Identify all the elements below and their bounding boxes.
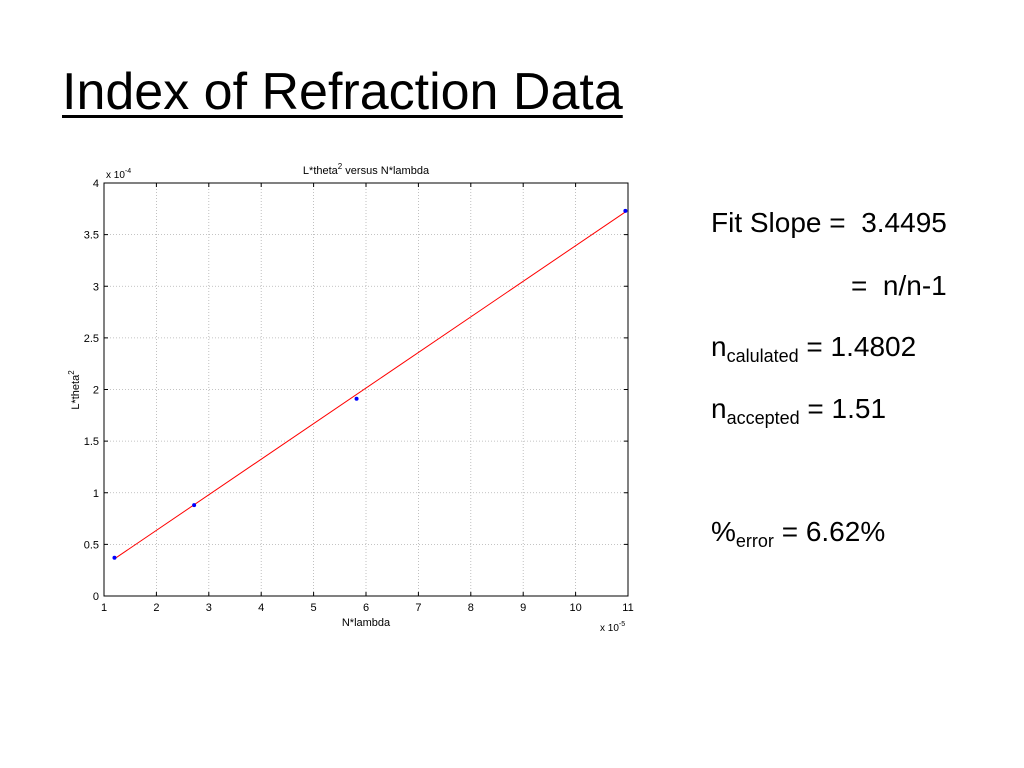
n-calculated-line: ncalulated = 1.4802 xyxy=(711,330,917,366)
fit-slope-line: Fit Slope = 3.4495 xyxy=(711,206,947,240)
n-calculated-subscript: calulated xyxy=(726,346,799,366)
y-tick-label: 1.5 xyxy=(84,436,99,448)
y-tick-label: 4 xyxy=(93,178,99,190)
x-tick-label: 9 xyxy=(520,602,526,614)
y-axis-label: L*theta2 xyxy=(67,370,82,410)
percent-error-subscript: error xyxy=(735,531,774,551)
y-tick-label: 2 xyxy=(93,385,99,397)
x-tick-label: 7 xyxy=(415,602,421,614)
fit-slope-label: Fit Slope = xyxy=(711,207,846,238)
x-tick-label: 6 xyxy=(363,602,369,614)
x-tick-label: 3 xyxy=(206,602,212,614)
chart-ticks: 1 2 3 4 5 6 7 8 9 10 11 0 0.5 1 1.5 2 2.5 3 3.5 4 xyxy=(84,178,634,614)
x-tick-label: 4 xyxy=(258,602,264,614)
x-tick-label: 5 xyxy=(311,602,317,614)
y-tick-label: 2.5 xyxy=(84,333,99,345)
x-tick-label: 1 xyxy=(101,602,107,614)
y-tick-label: 0.5 xyxy=(84,539,99,551)
slope-equals: = xyxy=(851,270,868,301)
data-point xyxy=(112,555,117,560)
n-calculated-value: = 1.4802 xyxy=(806,331,917,362)
x-axis-exponent: -5 xyxy=(619,621,625,628)
n-accepted-subscript: accepted xyxy=(726,408,800,428)
y-tick-label: 1 xyxy=(93,488,99,500)
n-accepted-line: naccepted = 1.51 xyxy=(711,392,887,428)
x-tick-label: 11 xyxy=(622,602,633,614)
x-tick-label: 2 xyxy=(153,602,159,614)
x-axis-label: N*lambda xyxy=(342,617,391,629)
x-tick-label: 8 xyxy=(468,602,474,614)
y-tick-label: 3.5 xyxy=(84,230,99,242)
fit-slope-value: 3.4495 xyxy=(861,207,947,238)
y-tick-label: 0 xyxy=(93,591,99,603)
y-axis-multiplier: x 10-4 xyxy=(106,168,131,181)
chart-series xyxy=(112,208,628,560)
slope-relation: n/n-1 xyxy=(882,270,947,301)
y-axis-exponent: -4 xyxy=(125,168,131,175)
chart-title-superscript: 2 xyxy=(338,162,343,171)
percent-error-line: %error = 6.62% xyxy=(711,515,886,551)
data-point xyxy=(623,208,628,213)
percent-error-value: = 6.62% xyxy=(781,516,886,547)
chart-grid xyxy=(104,183,628,596)
chart-title-suffix: versus N*lambda xyxy=(342,165,430,177)
x-tick-label: 10 xyxy=(569,602,581,614)
data-point xyxy=(192,503,197,508)
y-tick-label: 3 xyxy=(93,281,99,293)
n-accepted-symbol: n xyxy=(711,393,727,424)
n-calculated-symbol: n xyxy=(711,331,727,362)
n-accepted-value: = 1.51 xyxy=(807,393,887,424)
x-axis-multiplier: x 10-5 xyxy=(600,621,625,634)
fit-line xyxy=(114,211,626,560)
data-point xyxy=(354,396,359,401)
slide-title: Index of Refraction Data xyxy=(62,63,623,121)
chart-title: L*theta2 versus N*lambda xyxy=(303,162,430,177)
y-axis-label-superscript: 2 xyxy=(67,370,76,375)
slope-relation-line: = n/n-1 xyxy=(851,269,947,303)
percent-error-symbol: % xyxy=(711,516,736,547)
